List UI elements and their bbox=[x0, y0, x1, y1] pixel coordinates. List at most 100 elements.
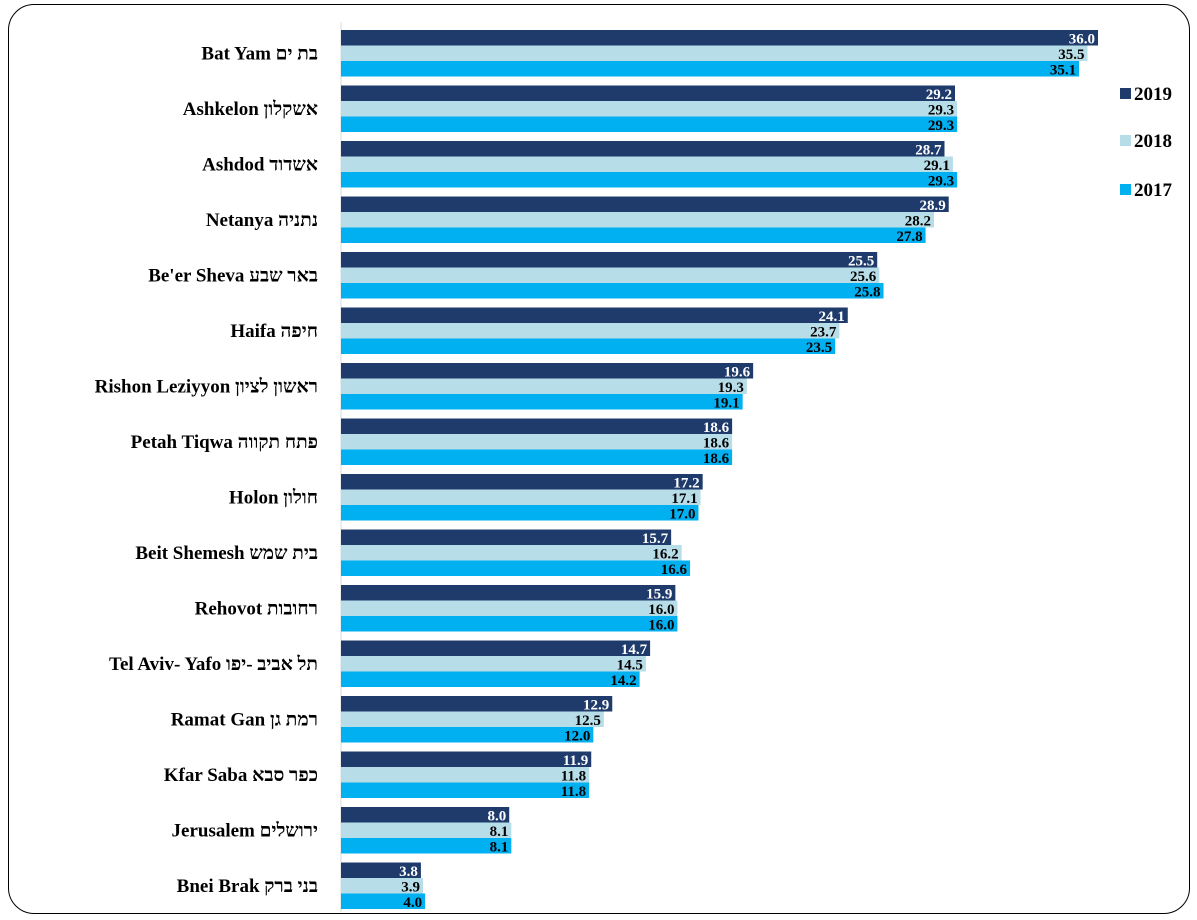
data-label-2018: 17.1 bbox=[671, 491, 697, 507]
data-label-2019: 29.2 bbox=[926, 87, 952, 103]
bar-2017 bbox=[341, 116, 958, 132]
bar-2017 bbox=[341, 782, 590, 798]
category-label: Ashdod אשדוד bbox=[202, 154, 318, 175]
category-label: Kfar Saba כפר סבא bbox=[164, 765, 318, 786]
data-label-2018: 14.5 bbox=[617, 658, 643, 674]
legend-label-2019: 2019 bbox=[1134, 84, 1172, 105]
data-label-2017: 8.1 bbox=[490, 840, 509, 856]
bar-2017 bbox=[341, 616, 678, 632]
data-label-2019: 28.7 bbox=[915, 143, 942, 159]
bar-2018 bbox=[341, 767, 590, 783]
category-label: Beit Shemesh בית שמש bbox=[135, 543, 318, 564]
category-label: Bnei Brak בני ברק bbox=[177, 876, 318, 897]
bar-2018 bbox=[341, 378, 747, 394]
bar-2019 bbox=[341, 363, 754, 379]
bar-2019 bbox=[341, 85, 956, 101]
legend-label-2017: 2017 bbox=[1134, 180, 1173, 201]
data-label-2018: 3.9 bbox=[401, 880, 420, 896]
data-label-2018: 28.2 bbox=[905, 214, 931, 230]
bar-2017 bbox=[341, 671, 640, 687]
data-label-2019: 14.7 bbox=[621, 642, 648, 658]
data-label-2018: 12.5 bbox=[575, 713, 601, 729]
data-label-2018: 8.1 bbox=[490, 824, 509, 840]
data-label-2017: 19.1 bbox=[713, 396, 739, 412]
data-label-2017: 11.8 bbox=[561, 784, 586, 800]
bar-2018 bbox=[341, 45, 1088, 61]
bar-2019 bbox=[341, 751, 592, 767]
bar-2019 bbox=[341, 696, 613, 712]
legend-swatch-2017 bbox=[1120, 184, 1131, 195]
data-label-2018: 19.3 bbox=[718, 380, 744, 396]
bar-2018 bbox=[341, 489, 701, 505]
category-label: Ashkelon אשקלון bbox=[183, 99, 318, 120]
bar-2019 bbox=[341, 807, 510, 823]
bar-2017 bbox=[341, 61, 1080, 77]
data-label-2017: 23.5 bbox=[806, 340, 832, 356]
bar-2018 bbox=[341, 267, 880, 283]
bar-2019 bbox=[341, 585, 676, 601]
data-label-2019: 3.8 bbox=[399, 864, 418, 880]
data-label-2017: 12.0 bbox=[564, 729, 590, 745]
category-label: Holon חולון bbox=[229, 487, 318, 508]
data-label-2019: 8.0 bbox=[487, 809, 506, 825]
bar-2019 bbox=[341, 862, 421, 878]
data-label-2019: 18.6 bbox=[703, 420, 730, 436]
data-label-2019: 28.9 bbox=[919, 198, 945, 214]
bar-2019 bbox=[341, 307, 848, 323]
bar-2017 bbox=[341, 893, 426, 909]
category-label: Netanya נתניה bbox=[206, 210, 318, 231]
category-label: Ramat Gan רמת גן bbox=[171, 709, 318, 730]
bar-2017 bbox=[341, 338, 836, 354]
bar-2018 bbox=[341, 822, 512, 838]
bar-2017 bbox=[341, 560, 691, 576]
data-label-2018: 16.2 bbox=[652, 547, 678, 563]
data-label-2017: 4.0 bbox=[403, 895, 422, 911]
category-label: Rehovot רחובות bbox=[195, 598, 318, 619]
data-label-2019: 17.2 bbox=[673, 476, 699, 492]
data-label-2019: 15.9 bbox=[646, 587, 672, 603]
legend-swatch-2019 bbox=[1120, 88, 1131, 99]
data-label-2019: 24.1 bbox=[819, 309, 845, 325]
bar-2017 bbox=[341, 838, 512, 854]
bar-2018 bbox=[341, 156, 953, 172]
data-label-2017: 16.0 bbox=[648, 618, 674, 634]
bar-2017 bbox=[341, 727, 594, 743]
data-label-2018: 35.5 bbox=[1058, 47, 1084, 63]
bar-2018 bbox=[341, 878, 424, 894]
data-label-2017: 29.3 bbox=[928, 118, 954, 134]
bar-2018 bbox=[341, 711, 604, 727]
bar-2017 bbox=[341, 394, 743, 410]
category-label: Rishon Leziyyon ראשון לציון bbox=[95, 376, 318, 397]
data-label-2018: 25.6 bbox=[850, 269, 877, 285]
category-label: Tel Aviv- Yafo תל אביב -יפו bbox=[109, 654, 318, 675]
bar-2017 bbox=[341, 449, 733, 465]
data-label-2018: 29.3 bbox=[928, 103, 954, 119]
bar-2017 bbox=[341, 283, 884, 299]
bar-2018 bbox=[341, 600, 678, 616]
data-label-2018: 29.1 bbox=[924, 158, 950, 174]
legend-swatch-2018 bbox=[1120, 135, 1131, 146]
data-label-2017: 16.6 bbox=[661, 562, 688, 578]
bar-2019 bbox=[341, 252, 878, 268]
bar-2018 bbox=[341, 545, 682, 561]
bar-2019 bbox=[341, 141, 945, 157]
bar-2017 bbox=[341, 505, 699, 521]
data-label-2017: 18.6 bbox=[703, 451, 730, 467]
data-label-2019: 25.5 bbox=[848, 254, 874, 270]
data-label-2017: 27.8 bbox=[896, 229, 922, 245]
category-label: Petah Tiqwa פתח תקווה bbox=[131, 432, 318, 453]
bar-2018 bbox=[341, 101, 958, 117]
data-label-2018: 16.0 bbox=[648, 602, 674, 618]
data-label-2019: 19.6 bbox=[724, 365, 751, 381]
bar-2019 bbox=[341, 640, 651, 656]
data-label-2019: 36.0 bbox=[1069, 32, 1095, 48]
data-label-2017: 35.1 bbox=[1050, 63, 1076, 79]
bar-2019 bbox=[341, 196, 949, 212]
bar-2019 bbox=[341, 529, 672, 545]
data-label-2018: 18.6 bbox=[703, 436, 730, 452]
bar-2019 bbox=[341, 418, 733, 434]
bar-2017 bbox=[341, 172, 958, 188]
category-label: Haifa חיפה bbox=[230, 321, 318, 342]
category-label: Jerusalem ירושלים bbox=[172, 820, 318, 841]
